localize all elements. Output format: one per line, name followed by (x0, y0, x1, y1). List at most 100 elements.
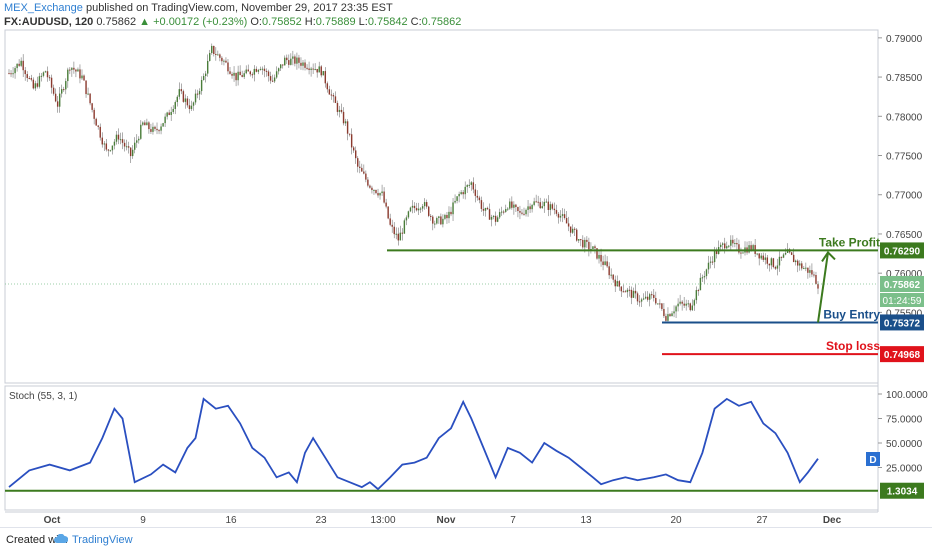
candle-body (630, 289, 633, 298)
candle-body (288, 60, 290, 65)
candle-body (620, 286, 623, 292)
take-profit-badge-bg (880, 242, 924, 259)
candle-body (346, 121, 349, 134)
candle-body (204, 73, 207, 77)
candle-body (379, 193, 381, 196)
candle-body (801, 263, 803, 269)
candle-body (606, 261, 608, 267)
candle-body (231, 73, 233, 76)
candle-body (614, 279, 616, 287)
candle-body (764, 257, 766, 260)
candle-body (8, 73, 10, 75)
candle-body (466, 185, 468, 187)
author-link[interactable]: MEX_Exchange (4, 2, 83, 14)
candle-body (395, 233, 397, 235)
candle-body (628, 289, 631, 291)
candle-body (677, 303, 679, 307)
candle-body (91, 103, 93, 110)
candle-body (699, 277, 702, 291)
target-arrow-line (817, 252, 829, 323)
candle-body (269, 76, 272, 81)
candle-body (584, 239, 586, 248)
candle-body (306, 67, 308, 69)
candle-body (211, 45, 213, 54)
candle-body (594, 246, 596, 249)
candle-body (282, 64, 284, 66)
candle-body (705, 269, 708, 277)
price-tick-label: 0.79000 (886, 34, 923, 45)
candle-body (334, 96, 337, 103)
up-arrow-icon: ▲ (139, 16, 151, 28)
tradingview-link[interactable]: TradingView (72, 534, 133, 546)
candle-body (549, 204, 552, 210)
candle-body (588, 241, 590, 250)
candle-body (440, 216, 442, 225)
candle-body (748, 245, 750, 253)
candle-body (661, 303, 663, 309)
footer-bar: Created with TradingView (0, 527, 932, 551)
candle-body (618, 281, 621, 287)
candle-body (188, 105, 191, 110)
candle-body (517, 207, 519, 212)
chart-canvas[interactable]: 0.79000 0.78500 0.78000 0.77500 0.77000 0.765… (0, 0, 932, 527)
time-tick-label: Oct (44, 515, 61, 526)
candle-body (523, 213, 525, 215)
candle-body (34, 83, 37, 89)
candle-body (438, 216, 440, 219)
last-price-badge-bg (880, 276, 924, 293)
candle-body (377, 193, 379, 196)
candle-body (535, 201, 537, 203)
candle-body (115, 134, 118, 142)
candle-body (109, 150, 112, 152)
symbol-header: FX:AUDUSD, 120 0.75862 ▲ +0.00172 (+0.23… (4, 16, 461, 28)
candle-body (446, 214, 448, 219)
candle-body (636, 293, 639, 302)
candle-body (65, 81, 67, 90)
candle-body (494, 215, 497, 222)
candle-body (551, 204, 554, 209)
candle-body (671, 313, 673, 317)
candle-body (328, 89, 331, 95)
candle-body (316, 69, 318, 73)
candle-body (263, 68, 266, 71)
candle-body (129, 147, 132, 157)
candle-body (219, 54, 221, 58)
open-label: O: (250, 16, 262, 28)
candle-body (693, 300, 696, 306)
candle-body (142, 122, 144, 125)
candle-body (496, 217, 499, 222)
candle-body (519, 211, 521, 213)
candle-body (778, 256, 781, 266)
stoch-threshold-badge: 1.3034 (887, 487, 918, 498)
candle-body (537, 201, 539, 203)
candle-body (20, 60, 22, 66)
candle-body (152, 126, 154, 132)
candle-body (99, 126, 101, 138)
candle-body (14, 68, 16, 74)
candle-body (271, 80, 274, 82)
high-label: H: (304, 16, 316, 28)
candle-body (511, 201, 513, 208)
buy-entry-text: Buy Entry (823, 307, 880, 321)
candle-body (52, 87, 55, 94)
candle-body (539, 202, 541, 209)
candle-body (158, 130, 160, 132)
candle-body (667, 314, 669, 321)
candle-body (194, 93, 197, 103)
candle-body (649, 294, 651, 300)
candle-body (79, 69, 81, 79)
candle-body (454, 200, 456, 203)
time-tick-label: 7 (510, 515, 516, 526)
candle-body (227, 62, 229, 72)
price-tick-label: 0.78500 (886, 73, 923, 84)
candle-body (758, 253, 760, 259)
candle-body (559, 215, 562, 218)
stop-loss-badge-bg (880, 346, 924, 363)
candle-body (815, 274, 817, 285)
candle-body (803, 268, 805, 270)
candle-body (488, 209, 491, 220)
candle-body (604, 261, 606, 265)
candle-body (809, 270, 811, 273)
candle-body (103, 143, 106, 145)
candle-body (217, 54, 219, 56)
